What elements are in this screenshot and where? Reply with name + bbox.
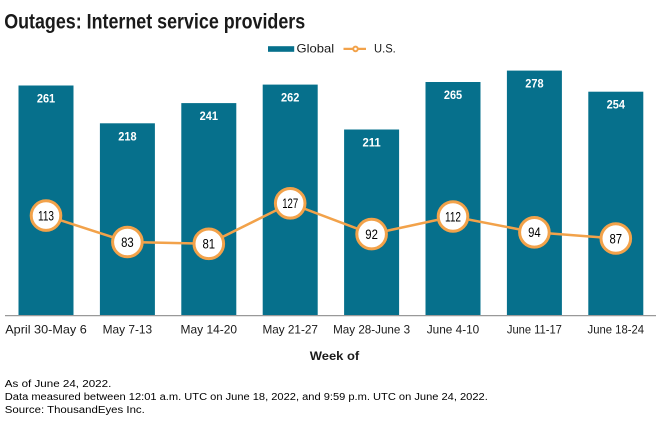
- svg-text:Outages: Internet service prov: Outages: Internet service providers: [4, 10, 305, 33]
- svg-text:94: 94: [528, 224, 541, 240]
- svg-text:112: 112: [445, 208, 461, 224]
- svg-text:87: 87: [610, 230, 623, 246]
- svg-text:278: 278: [525, 77, 544, 91]
- svg-text:May 28-June 3: May 28-June 3: [333, 323, 410, 337]
- svg-text:218: 218: [118, 129, 137, 143]
- svg-text:May 14-20: May 14-20: [181, 323, 238, 337]
- svg-text:June 18-24: June 18-24: [588, 323, 645, 337]
- svg-text:81: 81: [203, 236, 216, 252]
- svg-text:254: 254: [607, 98, 626, 112]
- svg-text:Global: Global: [297, 42, 335, 56]
- svg-text:127: 127: [282, 195, 298, 211]
- svg-text:Week of: Week of: [310, 349, 361, 363]
- svg-text:April 30-May 6: April 30-May 6: [5, 323, 87, 337]
- svg-text:May 21-27: May 21-27: [262, 323, 318, 337]
- svg-text:262: 262: [281, 91, 300, 105]
- svg-text:As of June 24, 2022.: As of June 24, 2022.: [5, 379, 112, 390]
- svg-text:83: 83: [121, 234, 134, 250]
- svg-text:265: 265: [444, 88, 463, 102]
- svg-text:June 4-10: June 4-10: [427, 323, 480, 337]
- svg-text:U.S.: U.S.: [374, 42, 396, 56]
- svg-text:June 11-17: June 11-17: [507, 323, 562, 337]
- svg-text:Source: ThousandEyes Inc.: Source: ThousandEyes Inc.: [5, 405, 145, 416]
- svg-text:113: 113: [38, 208, 54, 224]
- svg-text:241: 241: [200, 109, 219, 123]
- svg-text:211: 211: [362, 136, 381, 150]
- svg-text:May 7-13: May 7-13: [103, 323, 153, 337]
- svg-text:92: 92: [365, 226, 378, 242]
- svg-text:261: 261: [37, 92, 56, 106]
- svg-text:Data measured between 12:01 a.: Data measured between 12:01 a.m. UTC on …: [5, 392, 488, 403]
